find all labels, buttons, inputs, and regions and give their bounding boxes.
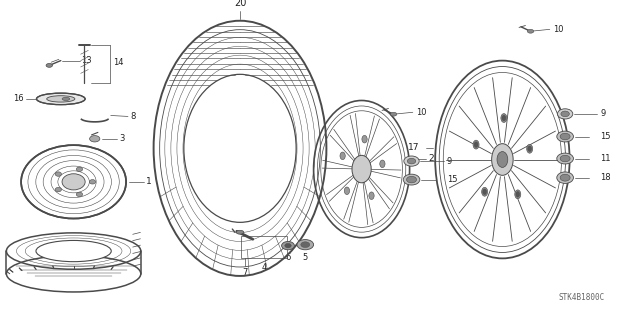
Ellipse shape: [557, 131, 573, 142]
Ellipse shape: [483, 189, 486, 195]
Ellipse shape: [297, 240, 314, 250]
Text: 11: 11: [600, 154, 611, 163]
Text: 2: 2: [429, 154, 435, 163]
Ellipse shape: [21, 145, 126, 219]
Ellipse shape: [62, 97, 70, 100]
Text: 6: 6: [285, 253, 291, 262]
Text: 17: 17: [408, 143, 419, 152]
Ellipse shape: [528, 146, 532, 152]
Ellipse shape: [6, 233, 141, 269]
Text: 10: 10: [553, 25, 563, 34]
Text: 3: 3: [119, 134, 124, 143]
Ellipse shape: [473, 140, 479, 149]
Text: 13: 13: [81, 56, 92, 65]
Ellipse shape: [90, 180, 95, 184]
Ellipse shape: [340, 152, 345, 160]
Ellipse shape: [561, 111, 570, 117]
Text: 10: 10: [416, 108, 426, 117]
Ellipse shape: [47, 96, 75, 102]
Text: 1: 1: [146, 177, 152, 186]
Ellipse shape: [362, 135, 367, 143]
Text: 20: 20: [234, 0, 246, 8]
Ellipse shape: [76, 192, 83, 197]
Text: 9: 9: [447, 157, 452, 166]
Text: 4: 4: [262, 263, 267, 272]
Ellipse shape: [557, 172, 573, 183]
Ellipse shape: [36, 241, 111, 262]
Ellipse shape: [390, 112, 397, 116]
Ellipse shape: [282, 241, 294, 250]
Ellipse shape: [560, 155, 570, 162]
Text: 18: 18: [600, 173, 611, 182]
Ellipse shape: [55, 172, 61, 176]
Ellipse shape: [560, 133, 570, 140]
Ellipse shape: [344, 187, 349, 195]
Ellipse shape: [497, 152, 508, 167]
Ellipse shape: [380, 160, 385, 167]
Ellipse shape: [560, 174, 570, 181]
Ellipse shape: [46, 63, 52, 67]
Ellipse shape: [90, 136, 100, 142]
Ellipse shape: [515, 190, 521, 199]
Text: 15: 15: [447, 175, 457, 184]
Ellipse shape: [285, 243, 291, 248]
Ellipse shape: [482, 187, 488, 196]
Ellipse shape: [492, 144, 513, 175]
Text: 15: 15: [600, 132, 611, 141]
Text: 5: 5: [303, 253, 308, 262]
Ellipse shape: [55, 187, 61, 192]
Ellipse shape: [516, 192, 520, 197]
Text: STK4B1800C: STK4B1800C: [559, 293, 605, 302]
Text: 9: 9: [600, 109, 605, 118]
Ellipse shape: [352, 155, 371, 183]
Bar: [241, 236, 287, 258]
Ellipse shape: [62, 174, 85, 190]
Ellipse shape: [557, 153, 573, 164]
Text: 7: 7: [243, 268, 248, 277]
Ellipse shape: [527, 29, 534, 33]
Ellipse shape: [236, 230, 244, 234]
Ellipse shape: [403, 174, 420, 185]
Ellipse shape: [36, 93, 85, 105]
Ellipse shape: [407, 158, 416, 164]
Ellipse shape: [474, 142, 478, 147]
Ellipse shape: [527, 144, 532, 153]
Text: 8: 8: [130, 112, 135, 121]
Text: 14: 14: [113, 58, 123, 67]
Ellipse shape: [557, 109, 573, 119]
Ellipse shape: [369, 192, 374, 199]
Ellipse shape: [404, 156, 419, 166]
Ellipse shape: [502, 115, 506, 121]
Ellipse shape: [301, 242, 310, 248]
Ellipse shape: [76, 167, 83, 172]
Ellipse shape: [501, 114, 507, 122]
Ellipse shape: [406, 176, 417, 183]
Text: 16: 16: [13, 94, 24, 103]
Ellipse shape: [184, 74, 296, 222]
